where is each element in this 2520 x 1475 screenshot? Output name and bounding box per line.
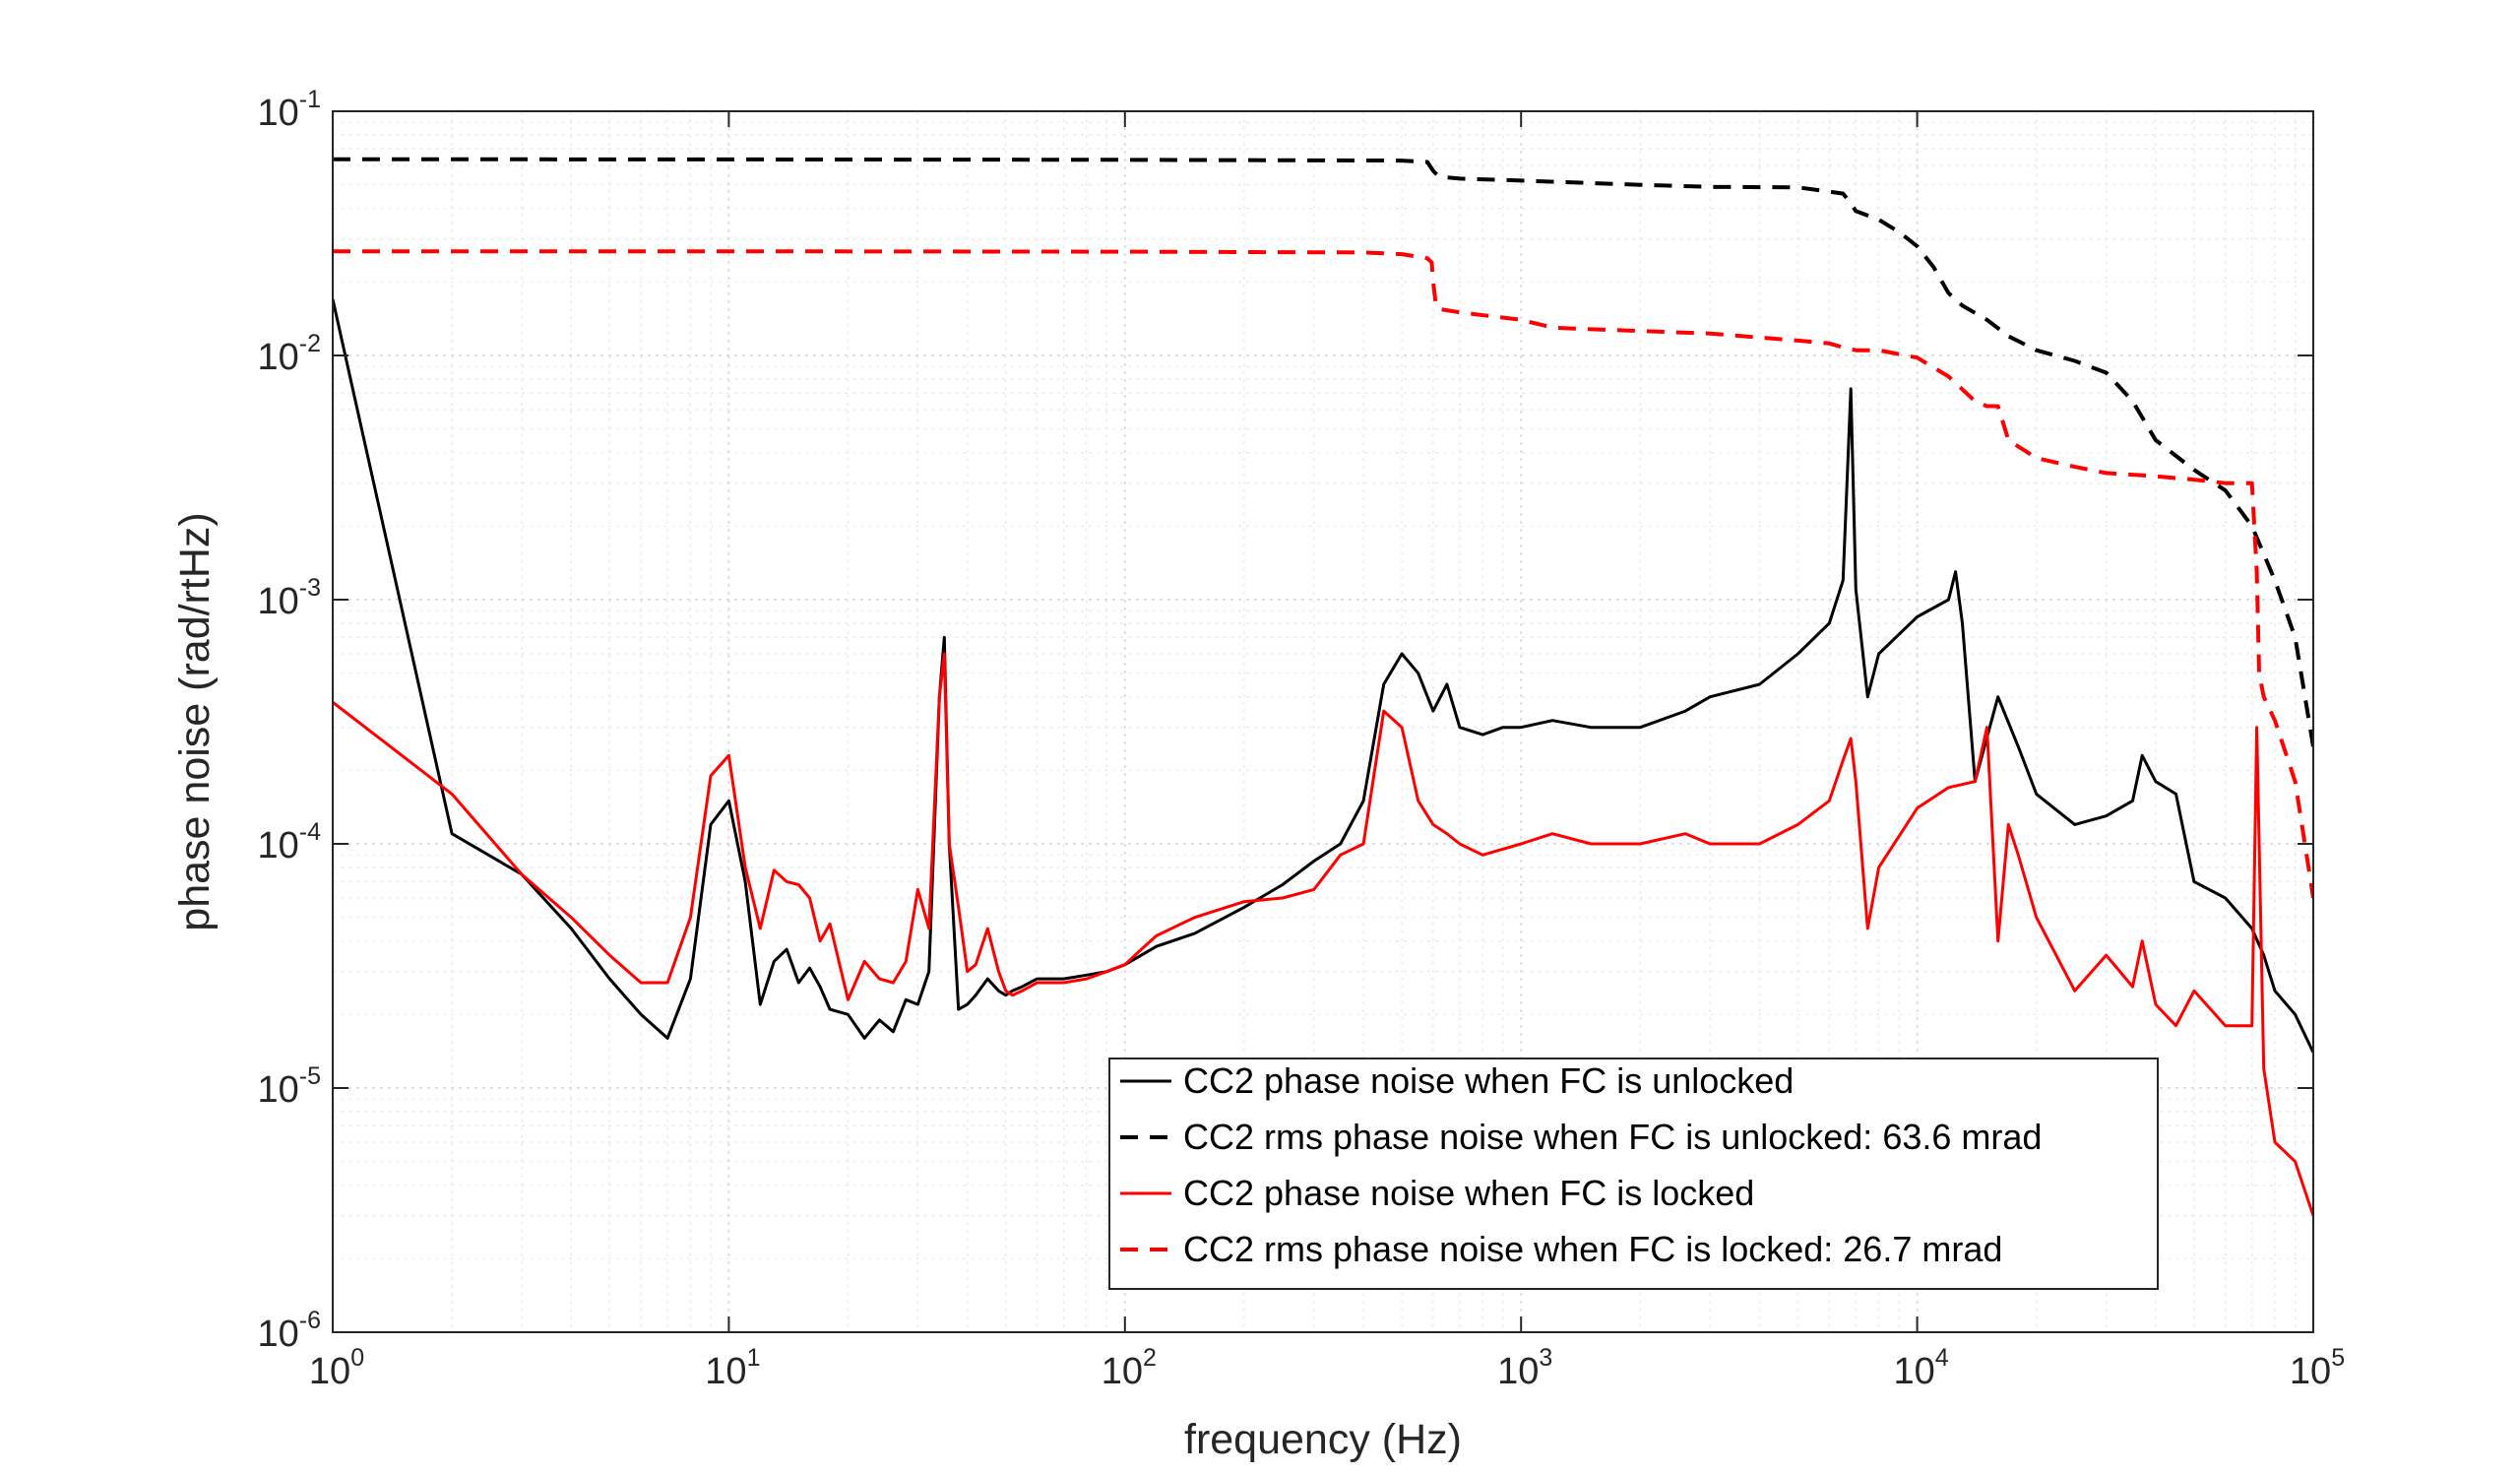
legend-label-2: CC2 rms phase noise when FC is unlocked:…	[1183, 1117, 2042, 1157]
y-tick-label: 10-1	[257, 86, 321, 134]
y-tick-label: 10-6	[257, 1307, 321, 1355]
y-tick-label: 10-2	[257, 330, 321, 378]
x-tick-label: 103	[1497, 1344, 1552, 1392]
x-tick-label: 105	[2290, 1344, 2345, 1392]
legend: CC2 phase noise when FC is unlocked CC2 r…	[1108, 1058, 2159, 1290]
y-tick-label: 10-3	[257, 574, 321, 622]
y-tick-labels: 10-6 10-5 10-4 10-3 10-2 10-1	[257, 86, 321, 1355]
legend-entries: CC2 phase noise when FC is unlocked CC2 r…	[1120, 1060, 2042, 1269]
x-axis-label: frequency (Hz)	[1184, 1416, 1462, 1463]
plot-area-frame	[332, 110, 2314, 1333]
legend-box	[1108, 1058, 2159, 1290]
x-tick-label: 104	[1894, 1344, 1949, 1392]
series-line-3	[333, 652, 2313, 1217]
series-line-2	[333, 157, 2313, 747]
y-tick-label: 10-5	[257, 1062, 321, 1111]
y-tick-label: 10-4	[257, 818, 321, 866]
series-layer	[333, 157, 2313, 1217]
y-axis-label: phase noise (rad/rtHz)	[171, 512, 219, 930]
legend-label-4: CC2 rms phase noise when FC is locked: 2…	[1183, 1229, 2002, 1269]
series-line-1	[333, 298, 2313, 1054]
legend-label-3: CC2 phase noise when FC is locked	[1183, 1173, 1754, 1213]
x-tick-label: 101	[705, 1344, 760, 1392]
x-tick-label: 102	[1102, 1344, 1157, 1392]
x-tick-label: 100	[309, 1344, 364, 1392]
tick-marks	[332, 110, 2314, 1333]
x-tick-labels: 100 101 102 103 104 105	[309, 1344, 2345, 1392]
series-line-4	[333, 249, 2313, 899]
legend-label-1: CC2 phase noise when FC is unlocked	[1183, 1060, 1794, 1101]
